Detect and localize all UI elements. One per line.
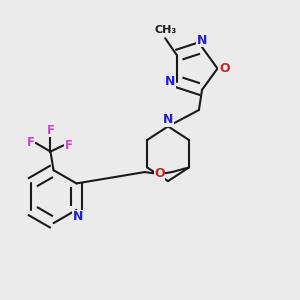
Text: F: F	[27, 136, 34, 149]
Text: F: F	[64, 139, 73, 152]
Text: O: O	[219, 62, 230, 75]
Text: N: N	[197, 34, 207, 47]
Text: CH₃: CH₃	[154, 26, 176, 35]
Text: O: O	[154, 167, 165, 180]
Text: N: N	[163, 113, 173, 126]
Text: N: N	[73, 210, 83, 223]
Text: F: F	[46, 124, 55, 137]
Text: N: N	[165, 75, 175, 88]
